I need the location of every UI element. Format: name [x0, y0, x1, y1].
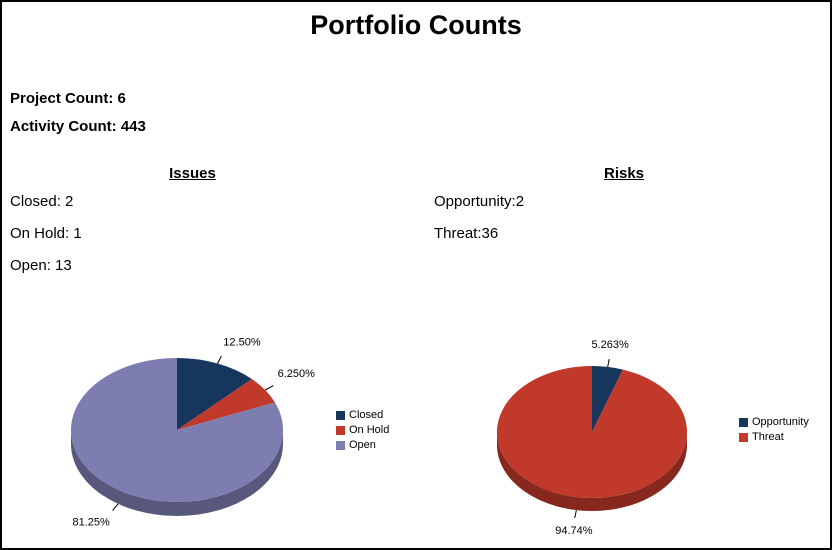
legend-item: Opportunity [739, 416, 809, 429]
page-title: Portfolio Counts [310, 10, 522, 40]
legend-label: Open [349, 439, 376, 451]
legend-swatch [336, 441, 345, 450]
pie-slice-threat [497, 366, 687, 498]
label-leader-line [607, 358, 610, 368]
project-count: Project Count: 6 [10, 90, 126, 107]
issues-open-count: Open: 13 [10, 257, 72, 274]
legend-label: Opportunity [752, 416, 809, 428]
pie-slice-closed [177, 358, 252, 430]
label-leader-line [217, 355, 222, 364]
risks-threat-count: Threat:36 [434, 225, 499, 242]
legend-label: Closed [349, 409, 384, 421]
issues-onhold-count: On Hold: 1 [10, 225, 82, 242]
legend-swatch [336, 411, 345, 420]
pie-slice-open [71, 358, 284, 502]
label-leader-line [264, 385, 274, 391]
label-leader-line [574, 509, 577, 519]
slice-percent-label: 12.50% [223, 337, 261, 349]
legend-label: Threat [752, 431, 784, 443]
pie-slice-opportunity [592, 366, 623, 432]
pie-slice-side [497, 432, 687, 511]
slice-percent-label: 5.263% [591, 339, 629, 351]
legend-item: Open [336, 439, 389, 452]
risks-heading: Risks [603, 165, 645, 182]
slice-percent-label: 81.25% [72, 517, 110, 529]
legend-swatch [739, 433, 748, 442]
activity-count: Activity Count: 443 [10, 118, 146, 135]
legend-swatch [739, 418, 748, 427]
issues-pie-legend: Closed On Hold Open [336, 409, 389, 452]
label-leader-line [112, 503, 119, 511]
issues-pie-chart: 12.50% 6.250% 81.25% [71, 337, 316, 529]
pie-slice-on-hold [177, 379, 275, 430]
risks-opportunity-count: Opportunity:2 [434, 193, 525, 210]
legend-item: Threat [739, 431, 809, 444]
risks-pie-legend: Opportunity Threat [739, 416, 809, 444]
legend-swatch [336, 426, 345, 435]
pie-slice-side [71, 430, 283, 516]
legend-item: On Hold [336, 424, 389, 437]
slice-percent-label: 94.74% [555, 525, 593, 537]
issues-heading: Issues [169, 165, 216, 182]
risks-pie-chart: 5.263% 94.74% [497, 339, 687, 537]
slice-percent-label: 6.250% [278, 368, 316, 380]
legend-item: Closed [336, 409, 389, 422]
legend-label: On Hold [349, 424, 390, 436]
issues-closed-count: Closed: 2 [10, 193, 74, 210]
